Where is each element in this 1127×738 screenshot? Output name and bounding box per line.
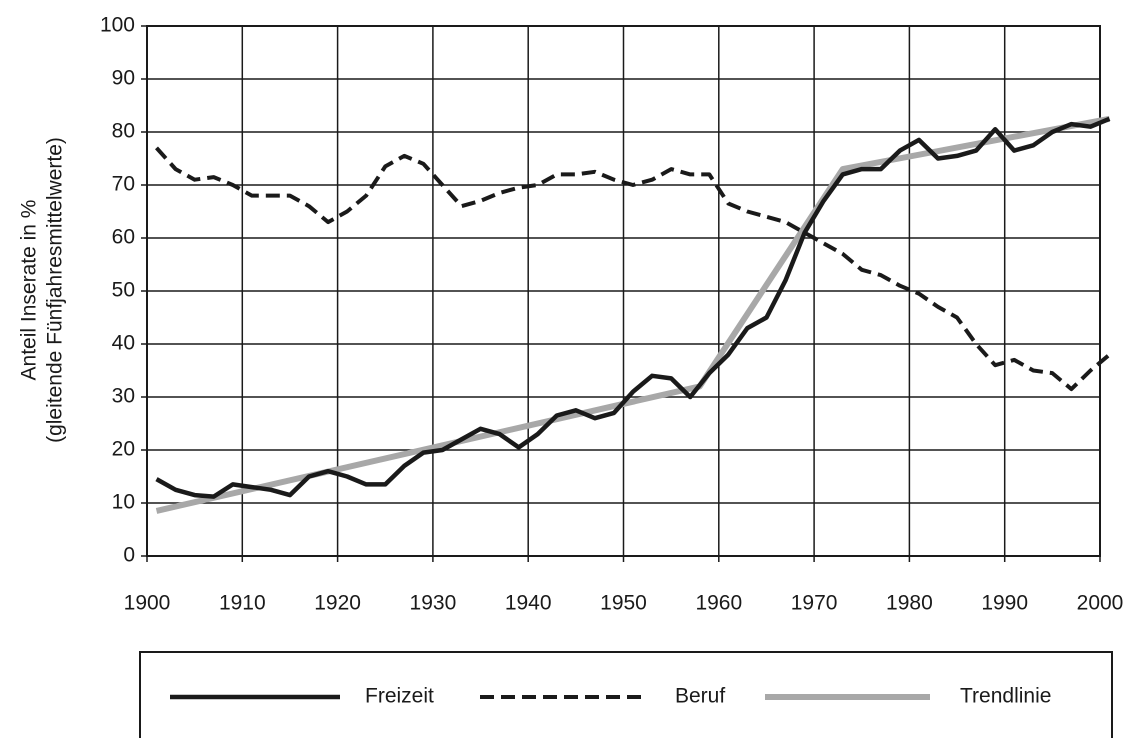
- series-line: [155, 146, 1111, 392]
- series-line: [155, 116, 1111, 499]
- y-tick-label: 40: [112, 332, 135, 355]
- y-tick-label: 80: [112, 120, 135, 143]
- y-tick-label: 90: [112, 67, 135, 90]
- y-axis-label: (gleitende Fünfjahresmittelwerte): [44, 137, 67, 443]
- x-tick-label: 1910: [219, 592, 266, 615]
- x-tick-label: 1920: [314, 592, 361, 615]
- legend-label: Trendlinie: [960, 685, 1051, 708]
- x-tick-label: 1930: [410, 592, 457, 615]
- x-tick-label: 2000: [1077, 592, 1124, 615]
- x-tick-label: 1900: [124, 592, 171, 615]
- y-tick-label: 60: [112, 226, 135, 249]
- y-tick-label: 20: [112, 438, 135, 461]
- y-tick-label: 50: [112, 279, 135, 302]
- x-tick-label: 1980: [886, 592, 933, 615]
- y-tick-label: 100: [100, 14, 135, 37]
- x-tick-label: 1950: [600, 592, 647, 615]
- y-tick-label: 30: [112, 385, 135, 408]
- x-tick-label: 1970: [791, 592, 838, 615]
- legend-box: [139, 651, 1113, 738]
- x-tick-label: 1990: [981, 592, 1028, 615]
- series-line: [155, 115, 1111, 514]
- legend-label: Beruf: [675, 685, 725, 708]
- y-axis-label: Anteil Inserate in %: [18, 200, 41, 381]
- x-tick-label: 1940: [505, 592, 552, 615]
- plot-frame: [146, 25, 1101, 557]
- y-tick-label: 0: [123, 544, 135, 567]
- y-tick-label: 70: [112, 173, 135, 196]
- x-tick-label: 1960: [695, 592, 742, 615]
- legend-label: Freizeit: [365, 685, 434, 708]
- y-tick-label: 10: [112, 491, 135, 514]
